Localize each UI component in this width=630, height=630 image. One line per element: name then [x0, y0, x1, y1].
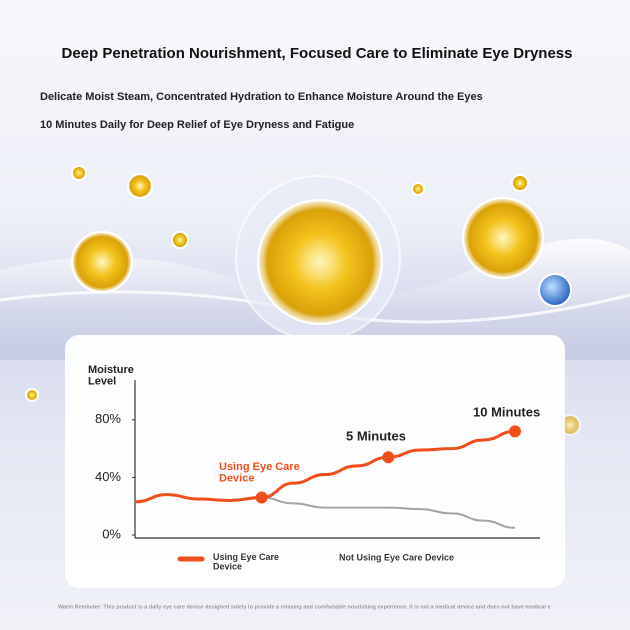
- y-tick-label: 80%: [95, 411, 121, 426]
- legend-label: Not Using Eye Care Device: [339, 552, 454, 562]
- headline: Deep Penetration Nourishment, Focused Ca…: [62, 45, 573, 62]
- bubbles: [25, 165, 581, 436]
- subline: 10 Minutes Daily for Deep Relief of Eye …: [40, 119, 354, 131]
- footer-note: Warm Reminder: This product is a daily e…: [58, 604, 551, 610]
- chart-panel: [65, 335, 565, 588]
- subline: Delicate Moist Steam, Concentrated Hydra…: [40, 91, 483, 103]
- y-tick-label: 40%: [95, 469, 121, 484]
- legend-label: Using Eye Care Device: [213, 552, 279, 571]
- highlight-point: [255, 491, 268, 504]
- series-line: [261, 496, 516, 529]
- series-line: [134, 429, 516, 504]
- y-axis-title: Moisture Level: [88, 364, 134, 388]
- annotation: 10 Minutes: [473, 404, 540, 419]
- annotation: 5 Minutes: [346, 428, 406, 443]
- y-tick-label: 0%: [102, 526, 121, 541]
- highlight-point: [382, 451, 395, 464]
- highlight-point: [509, 425, 521, 438]
- annotation: Using Eye Care Device: [219, 461, 300, 485]
